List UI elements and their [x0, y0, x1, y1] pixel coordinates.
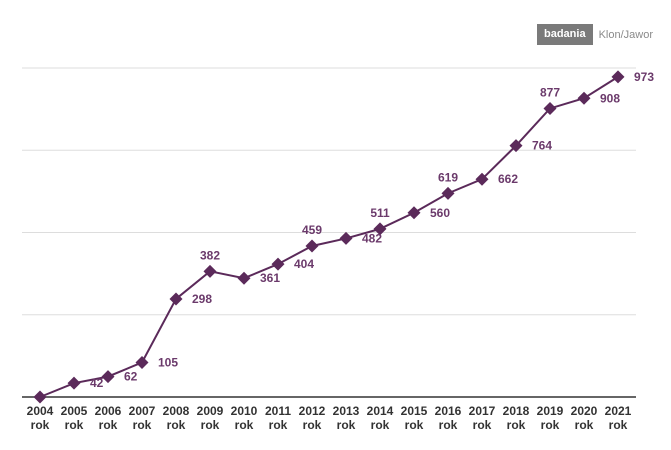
x-tick-label: 2015	[401, 404, 428, 418]
x-tick-label: 2019	[537, 404, 564, 418]
x-tick-label: 2017	[469, 404, 496, 418]
data-label: 560	[430, 206, 450, 220]
brand: badania Klon/Jawor	[537, 24, 653, 45]
x-tick-suffix: rok	[201, 418, 220, 432]
data-label: 298	[192, 292, 212, 306]
x-tick-label: 2016	[435, 404, 462, 418]
x-axis-ticks: 2004rok2005rok2006rok2007rok2008rok2009r…	[27, 404, 632, 432]
data-label: 662	[498, 172, 518, 186]
data-markers	[33, 70, 625, 404]
x-tick-suffix: rok	[541, 418, 560, 432]
x-tick-label: 2021	[605, 404, 632, 418]
data-point	[169, 292, 183, 306]
data-label: 877	[540, 85, 560, 99]
x-tick-suffix: rok	[99, 418, 118, 432]
x-tick-suffix: rok	[65, 418, 84, 432]
data-label: 619	[438, 170, 458, 184]
data-label: 764	[532, 139, 552, 153]
x-tick-label: 2013	[333, 404, 360, 418]
x-tick-label: 2008	[163, 404, 190, 418]
data-label: 42	[90, 376, 104, 390]
x-tick-label: 2018	[503, 404, 530, 418]
x-tick-label: 2006	[95, 404, 122, 418]
x-tick-label: 2007	[129, 404, 156, 418]
data-point	[543, 101, 557, 115]
x-tick-suffix: rok	[371, 418, 390, 432]
x-tick-label: 2004	[27, 404, 54, 418]
x-tick-suffix: rok	[269, 418, 288, 432]
brand-tag: badania	[537, 24, 593, 45]
data-point	[271, 257, 285, 271]
data-label: 511	[370, 206, 390, 220]
x-tick-suffix: rok	[575, 418, 594, 432]
brand-source: Klon/Jawor	[598, 28, 653, 41]
x-tick-suffix: rok	[473, 418, 492, 432]
data-point	[67, 376, 81, 390]
data-label: 482	[362, 231, 382, 245]
data-point	[339, 231, 353, 245]
x-tick-suffix: rok	[303, 418, 322, 432]
data-point	[373, 222, 387, 236]
x-tick-label: 2011	[265, 404, 291, 418]
data-point	[611, 70, 625, 84]
data-label: 973	[634, 70, 654, 84]
x-tick-label: 2010	[231, 404, 258, 418]
x-tick-label: 2009	[197, 404, 224, 418]
data-label: 105	[158, 355, 178, 369]
data-label: 459	[302, 223, 322, 237]
x-tick-suffix: rok	[609, 418, 628, 432]
x-tick-label: 2014	[367, 404, 394, 418]
x-tick-suffix: rok	[31, 418, 50, 432]
x-tick-label: 2005	[61, 404, 88, 418]
data-label: 361	[260, 271, 280, 285]
data-label: 908	[600, 91, 620, 105]
x-tick-label: 2020	[571, 404, 598, 418]
data-point	[475, 172, 489, 186]
data-label: 404	[294, 257, 314, 271]
x-tick-suffix: rok	[133, 418, 152, 432]
data-point	[101, 370, 115, 384]
x-tick-suffix: rok	[167, 418, 186, 432]
x-tick-suffix: rok	[235, 418, 254, 432]
x-tick-suffix: rok	[439, 418, 458, 432]
x-tick-suffix: rok	[507, 418, 526, 432]
data-point	[509, 139, 523, 153]
data-label: 382	[200, 248, 220, 262]
data-point	[577, 91, 591, 105]
data-point	[441, 186, 455, 200]
x-tick-suffix: rok	[405, 418, 424, 432]
data-point	[135, 355, 149, 369]
x-tick-suffix: rok	[337, 418, 356, 432]
series-line	[39, 76, 619, 398]
data-point	[407, 206, 421, 220]
data-point	[33, 390, 47, 404]
data-point	[203, 264, 217, 278]
data-point	[305, 239, 319, 253]
data-labels: 42 62 105 298 382 361 404 459 482 511 560 619 662 764…	[90, 70, 654, 390]
data-label: 62	[124, 370, 138, 384]
data-point	[237, 271, 251, 285]
gridlines	[22, 67, 636, 316]
x-tick-label: 2012	[299, 404, 326, 418]
